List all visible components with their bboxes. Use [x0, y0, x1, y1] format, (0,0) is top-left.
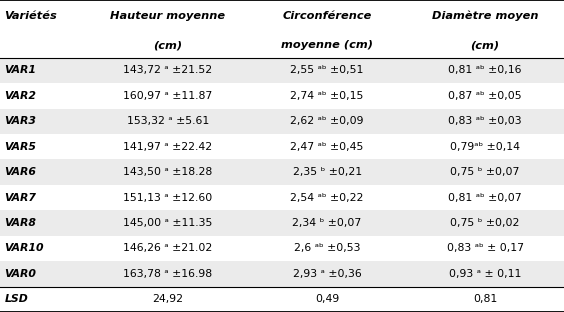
Text: 0,93 ᵃ ± 0,11: 0,93 ᵃ ± 0,11: [449, 269, 521, 279]
Text: VAR8: VAR8: [5, 218, 37, 228]
Text: 0,81: 0,81: [473, 294, 497, 304]
Text: 2,55 ᵃᵇ ±0,51: 2,55 ᵃᵇ ±0,51: [290, 66, 364, 76]
Text: 0,75 ᵇ ±0,07: 0,75 ᵇ ±0,07: [450, 167, 520, 177]
Text: moyenne (cm): moyenne (cm): [281, 40, 373, 50]
Text: 0,75 ᵇ ±0,02: 0,75 ᵇ ±0,02: [450, 218, 520, 228]
Text: 163,78 ᵃ ±16.98: 163,78 ᵃ ±16.98: [123, 269, 213, 279]
Text: 0,83 ᵃᵇ ± 0,17: 0,83 ᵃᵇ ± 0,17: [447, 243, 523, 253]
Text: 151,13 ᵃ ±12.60: 151,13 ᵃ ±12.60: [123, 193, 213, 202]
Bar: [0, 261, 564, 286]
Text: 143,72 ᵃ ±21.52: 143,72 ᵃ ±21.52: [123, 66, 213, 76]
Text: 2,54 ᵃᵇ ±0,22: 2,54 ᵃᵇ ±0,22: [290, 193, 364, 202]
Bar: [0, 159, 564, 185]
Text: VAR2: VAR2: [5, 91, 37, 101]
Text: 141,97 ᵃ ±22.42: 141,97 ᵃ ±22.42: [123, 142, 213, 152]
Text: VAR5: VAR5: [5, 142, 37, 152]
Text: 0,87 ᵃᵇ ±0,05: 0,87 ᵃᵇ ±0,05: [448, 91, 522, 101]
Text: LSD: LSD: [5, 294, 28, 304]
Text: Diamètre moyen: Diamètre moyen: [432, 11, 538, 22]
Text: 2,35 ᵇ ±0,21: 2,35 ᵇ ±0,21: [293, 167, 362, 177]
Text: 2,93 ᵃ ±0,36: 2,93 ᵃ ±0,36: [293, 269, 362, 279]
Text: 2,6 ᵃᵇ ±0,53: 2,6 ᵃᵇ ±0,53: [294, 243, 360, 253]
Text: Variétés: Variétés: [5, 11, 58, 21]
Text: Circonférence: Circonférence: [283, 11, 372, 21]
Bar: [0, 210, 564, 236]
Text: 143,50 ᵃ ±18.28: 143,50 ᵃ ±18.28: [123, 167, 213, 177]
Text: 0,49: 0,49: [315, 294, 339, 304]
Text: 146,26 ᵃ ±21.02: 146,26 ᵃ ±21.02: [123, 243, 213, 253]
Bar: [0, 109, 564, 134]
Text: (cm): (cm): [153, 40, 182, 50]
Text: VAR3: VAR3: [5, 116, 37, 126]
Text: 0,79ᵃᵇ ±0,14: 0,79ᵃᵇ ±0,14: [450, 142, 520, 152]
Text: VAR1: VAR1: [5, 66, 37, 76]
Text: 153,32 ᵃ ±5.61: 153,32 ᵃ ±5.61: [127, 116, 209, 126]
Text: VAR10: VAR10: [5, 243, 44, 253]
Text: VAR0: VAR0: [5, 269, 37, 279]
Text: 2,47 ᵃᵇ ±0,45: 2,47 ᵃᵇ ±0,45: [290, 142, 364, 152]
Text: Hauteur moyenne: Hauteur moyenne: [110, 11, 226, 21]
Bar: [0, 58, 564, 83]
Text: 145,00 ᵃ ±11.35: 145,00 ᵃ ±11.35: [123, 218, 213, 228]
Text: 0,81 ᵃᵇ ±0,16: 0,81 ᵃᵇ ±0,16: [448, 66, 522, 76]
Text: 0,81 ᵃᵇ ±0,07: 0,81 ᵃᵇ ±0,07: [448, 193, 522, 202]
Text: 2,62 ᵃᵇ ±0,09: 2,62 ᵃᵇ ±0,09: [290, 116, 364, 126]
Text: 24,92: 24,92: [152, 294, 183, 304]
Text: 2,34 ᵇ ±0,07: 2,34 ᵇ ±0,07: [293, 218, 362, 228]
Text: (cm): (cm): [470, 40, 500, 50]
Text: 160,97 ᵃ ±11.87: 160,97 ᵃ ±11.87: [123, 91, 213, 101]
Text: 2,74 ᵃᵇ ±0,15: 2,74 ᵃᵇ ±0,15: [290, 91, 364, 101]
Text: VAR7: VAR7: [5, 193, 37, 202]
Text: 0,83 ᵃᵇ ±0,03: 0,83 ᵃᵇ ±0,03: [448, 116, 522, 126]
Text: VAR6: VAR6: [5, 167, 37, 177]
